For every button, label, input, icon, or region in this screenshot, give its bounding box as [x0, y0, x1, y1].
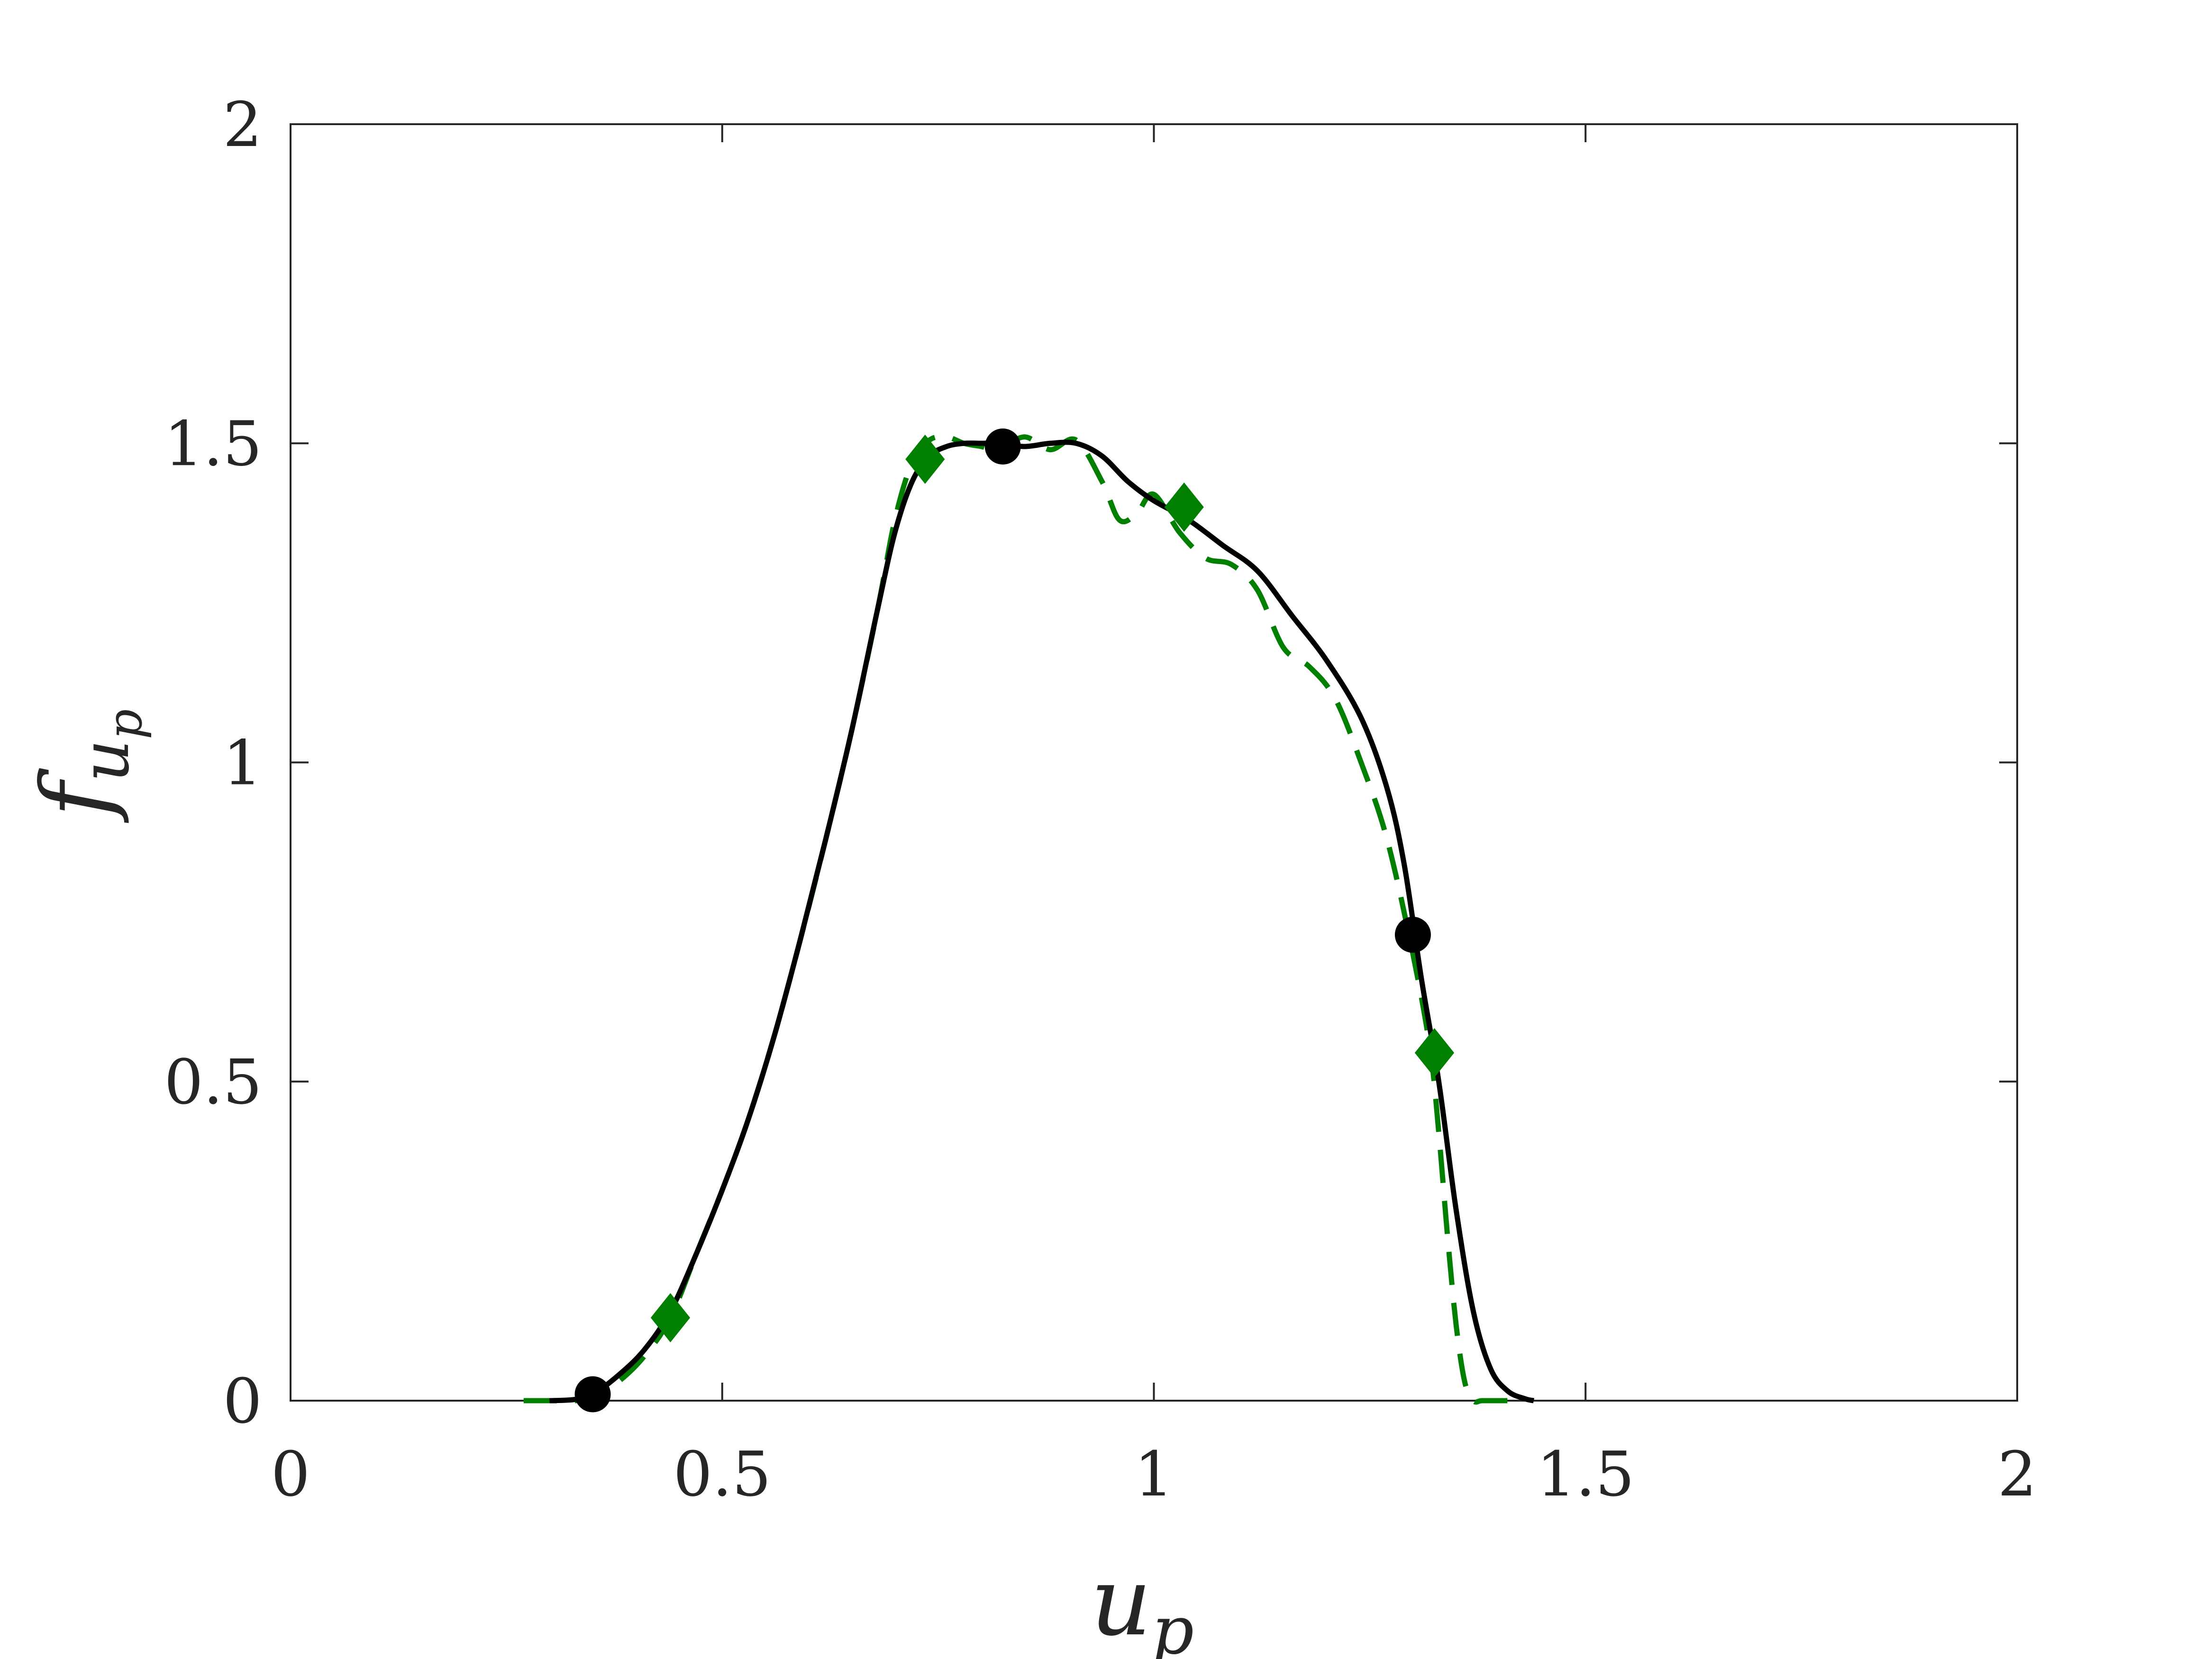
- circle-marker: [574, 1376, 611, 1413]
- diamond-marker: [1414, 1028, 1455, 1078]
- x-axis-label-main: u: [1091, 1547, 1152, 1657]
- y-tick-label: 0.5: [164, 1046, 262, 1118]
- y-tick-label: 0: [223, 1365, 262, 1437]
- circle-marker: [1394, 917, 1431, 953]
- x-tick-label: 0: [271, 1438, 310, 1510]
- diamond-marker: [1164, 482, 1204, 532]
- x-tick-label: 0.5: [673, 1438, 771, 1510]
- x-tick-label: 1.5: [1537, 1438, 1635, 1510]
- tick-labels: 0 0.5 1 1.5 2 0 0.5 1 1.5 2: [164, 89, 2037, 1510]
- marker-layer: [574, 428, 1455, 1413]
- y-tick-label: 1.5: [164, 408, 262, 480]
- x-tick-label: 2: [1998, 1438, 2037, 1510]
- y-axis-label-subsubscript: p: [97, 709, 153, 739]
- diamond-marker: [905, 434, 945, 484]
- plot-area: [290, 123, 2018, 1402]
- x-axis-label: up: [1091, 1547, 1194, 1659]
- x-axis-label-subscript: p: [1152, 1592, 1194, 1659]
- y-tick-label: 1: [223, 727, 262, 799]
- diamond-marker: [650, 1293, 691, 1342]
- x-tick-label: 1: [1134, 1438, 1174, 1510]
- series-line-solid: [549, 439, 1535, 1404]
- y-axis-label-subscript: u: [67, 739, 144, 782]
- circle-marker: [984, 428, 1021, 465]
- y-tick-label: 2: [223, 89, 262, 161]
- axis-ticks: [290, 123, 2018, 1402]
